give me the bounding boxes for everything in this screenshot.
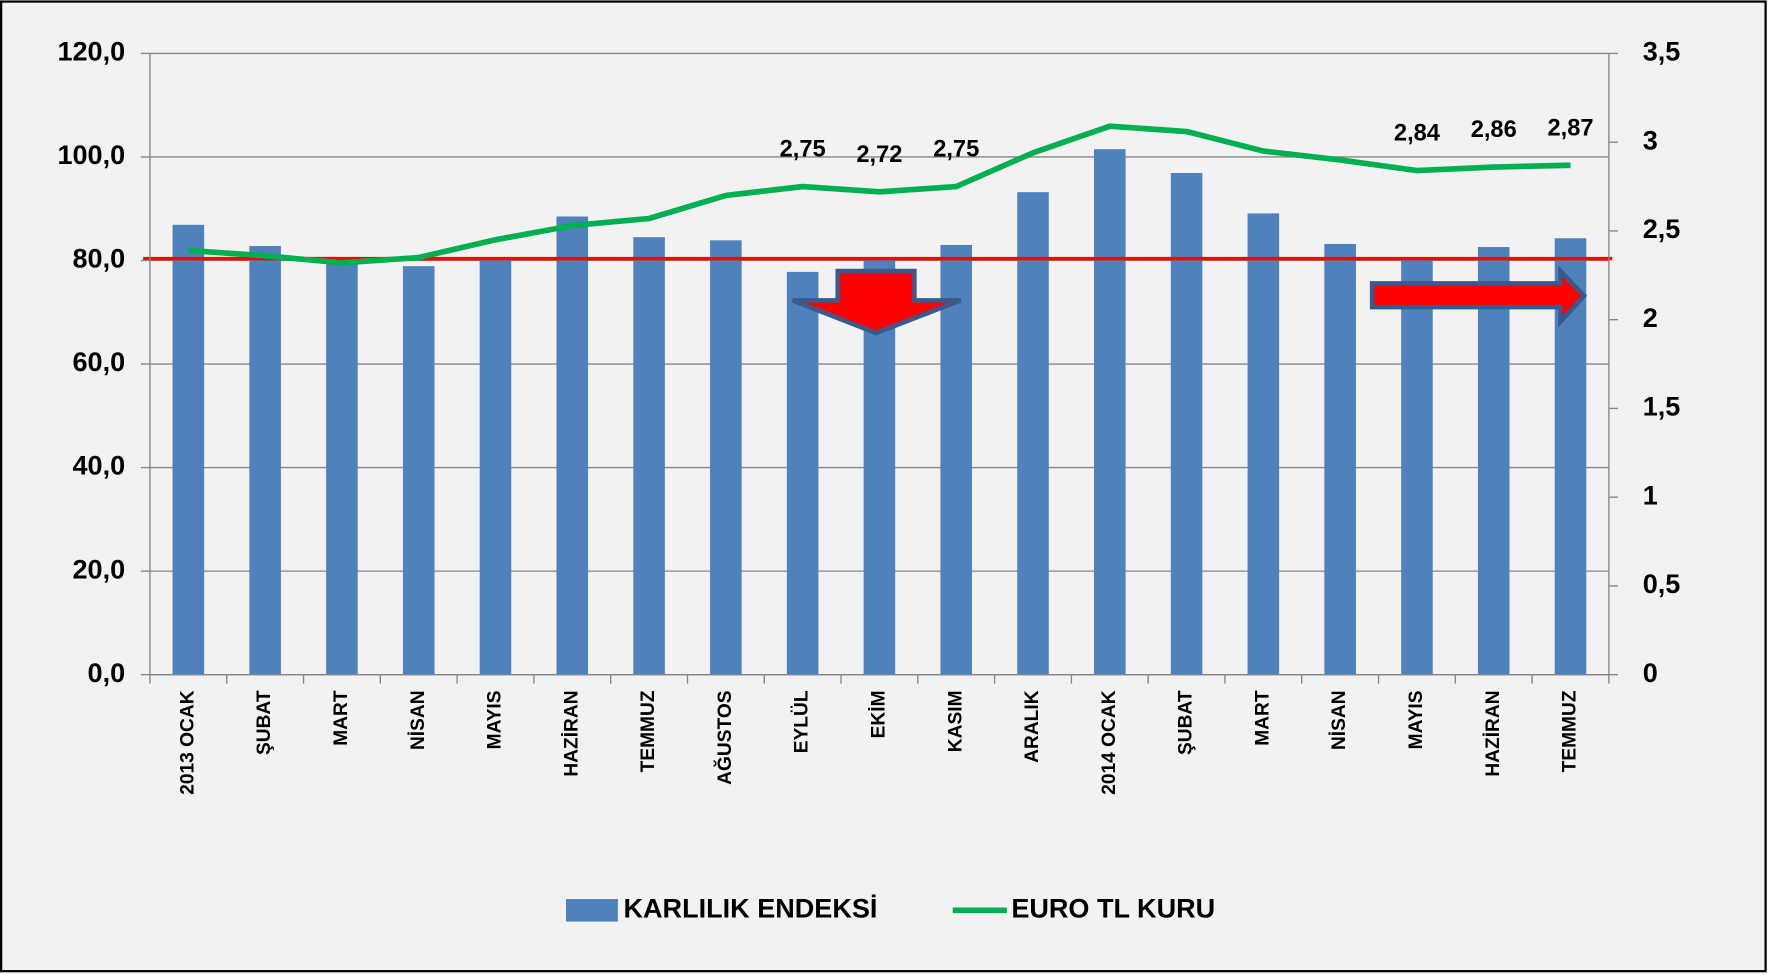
y-tick-label: 60,0 [72,347,125,377]
bar [556,216,589,675]
x-tick-label: MART [1252,690,1273,746]
x-tick-label: 2014 OCAK [1099,690,1120,795]
legend: KARLILIK ENDEKSİ EURO TL KURU [565,893,1215,923]
bar [402,266,435,675]
x-tick-label: TEMMUZ [638,690,659,772]
data-label: 2,75 [933,137,979,163]
right-arrow [1369,265,1588,328]
x-tick-label: MAYIS [485,690,506,749]
line [188,123,1571,266]
x-tick-label: TEMMUZ [1560,690,1581,772]
bar [326,262,358,675]
bar [1017,192,1049,675]
y2-tick-label: 1 [1643,480,1658,510]
data-label: 2,75 [780,137,826,163]
y-tick-label: 0,0 [88,658,126,688]
x-tick-label: HAZİRAN [1483,690,1504,776]
bar [1477,247,1510,675]
y-tick-label: 20,0 [72,554,125,584]
bar [1170,173,1203,675]
data-label: 2,87 [1547,115,1593,141]
bar [633,237,665,675]
y2-tick-label: 2,5 [1643,214,1681,244]
bar [940,244,972,675]
x-tick-label: AĞUSTOS [714,690,736,785]
x-tick-label: ARALIK [1022,690,1043,763]
down-arrow [791,268,962,336]
data-label: 2,86 [1471,117,1517,143]
y2-tick-label: 3 [1643,125,1658,155]
legend-swatch [565,899,618,922]
x-tick-label: 2013 OCAK [177,690,198,795]
bar [249,246,281,675]
bar [1094,149,1126,675]
y2-tick-label: 3,5 [1643,37,1681,67]
y-tick-label: 80,0 [72,244,125,274]
bar [786,271,819,675]
legend-label: EURO TL KURU [1011,893,1215,923]
bar [710,240,742,675]
y2-tick-label: 2 [1643,303,1658,333]
bar [172,224,205,675]
x-tick-label: KASIM [945,690,966,752]
y2-tick-label: 0 [1643,658,1658,688]
axes: 0,0 20,0 40,0 60,0 80,0 100,0 120,0 0 0,5 1 1,5 2 2,… [57,37,1680,795]
bars [172,149,1587,675]
lines: 2,75 2,72 2,75 2,84 2,86 2,87 [188,115,1594,266]
x-tick-label: ŞUBAT [1176,690,1197,755]
x-tick-label: MART [331,690,352,746]
y2-tick-label: 1,5 [1643,392,1681,422]
x-tick-label: MAYIS [1406,690,1427,749]
x-tick-label: NİSAN [408,690,429,750]
data-label: 2,84 [1394,121,1441,147]
bar [1324,243,1356,675]
x-tick-label: HAZİRAN [561,690,582,776]
y-tick-label: 100,0 [57,140,125,170]
bar [1401,258,1433,675]
x-tick-label: ŞUBAT [254,690,275,755]
y2-tick-label: 0,5 [1643,569,1681,599]
bar [1247,213,1280,675]
bar [479,258,512,675]
legend-label: KARLILIK ENDEKSİ [623,893,877,923]
y-tick-label: 120,0 [57,37,125,67]
y-tick-label: 40,0 [72,451,125,481]
x-tick-label: NİSAN [1329,690,1350,750]
x-tick-label: EKİM [868,690,889,738]
data-label: 2,72 [856,142,902,168]
x-tick-label: EYLÜL [792,690,813,753]
